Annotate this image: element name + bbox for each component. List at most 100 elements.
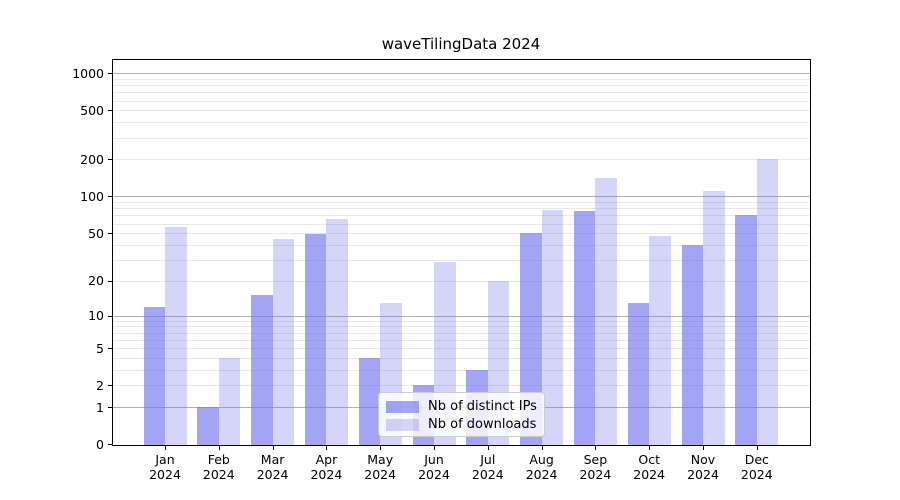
y-tick: [108, 315, 113, 317]
x-tick-label: Jul 2024: [471, 452, 504, 482]
y-tick-label: 50: [88, 225, 104, 241]
x-tick: [272, 445, 274, 450]
bar-distinct-ips-sep: [573, 210, 596, 445]
bar-downloads-feb: [218, 357, 241, 445]
bar-downloads-oct: [649, 236, 671, 445]
y-tick-label: 5: [96, 340, 104, 356]
bar-downloads-apr: [326, 219, 348, 445]
x-tick-label: Jun 2024: [418, 452, 450, 482]
x-tick: [380, 445, 382, 450]
gridline-major: [113, 73, 810, 75]
gridline-minor: [113, 326, 810, 328]
y-tick-label: 2: [96, 377, 104, 393]
y-tick: [108, 444, 113, 446]
gridline-minor: [113, 280, 810, 282]
gridline-minor: [113, 348, 810, 349]
bar-distinct-ips-feb: [197, 407, 219, 445]
x-tick: [541, 445, 543, 450]
x-tick-label: Oct 2024: [633, 452, 666, 482]
x-tick: [703, 445, 704, 450]
legend-item-downloads: Nb of downloads: [386, 416, 537, 433]
y-tick-label: 200: [80, 151, 104, 167]
x-tick-label: Mar 2024: [256, 452, 289, 482]
gridline-minor: [113, 137, 810, 139]
legend-swatch-distinct-ips: [386, 400, 419, 413]
gridline-minor: [113, 122, 810, 124]
y-tick: [108, 348, 113, 349]
bar-distinct-ips-dec: [735, 215, 757, 445]
gridline-minor: [113, 259, 810, 261]
y-tick-label: 100: [80, 188, 104, 204]
y-tick: [108, 407, 113, 409]
y-tick: [108, 385, 113, 387]
x-tick-label: Sep 2024: [579, 452, 612, 482]
bar-distinct-ips-mar: [251, 295, 273, 445]
gridline-minor: [113, 208, 810, 210]
x-tick: [218, 445, 220, 450]
y-tick-label: 10: [88, 308, 104, 323]
gridline-minor: [113, 85, 810, 87]
gridline-major: [113, 196, 810, 198]
bar-downloads-sep: [595, 178, 617, 445]
y-tick-label: 500: [80, 102, 104, 118]
legend: Nb of distinct IPs Nb of downloads: [378, 392, 545, 437]
x-tick: [649, 445, 651, 450]
y-tick: [108, 233, 113, 235]
y-tick-label: 1000: [72, 65, 104, 81]
bar-distinct-ips-apr: [304, 234, 327, 445]
bar-downloads-nov: [703, 191, 725, 445]
x-tick-label: Feb 2024: [202, 452, 235, 482]
bar-downloads-dec: [756, 159, 779, 445]
x-tick: [595, 445, 597, 450]
gridline-minor: [113, 320, 810, 322]
bar-downloads-mar: [272, 238, 295, 445]
gridline-minor: [113, 110, 810, 112]
gridline-minor: [113, 215, 810, 217]
bar-distinct-ips-oct: [627, 302, 650, 445]
bar-downloads-jan: [165, 227, 187, 445]
gridline-minor: [113, 369, 810, 371]
x-tick-label: May 2024: [364, 452, 397, 482]
gridline-major: [113, 315, 810, 317]
x-tick-label: Dec 2024: [740, 452, 773, 482]
bar-distinct-ips-nov: [681, 244, 703, 445]
x-tick-label: Apr 2024: [310, 452, 343, 482]
gridline-minor: [113, 244, 810, 246]
y-tick-label: 1: [96, 399, 104, 415]
y-tick: [108, 280, 113, 282]
gridline-minor: [113, 92, 810, 94]
x-tick-label: Nov 2024: [687, 452, 719, 482]
y-tick: [108, 73, 113, 75]
gridline-minor: [113, 100, 810, 102]
x-tick: [326, 445, 328, 450]
bar-downloads-aug: [541, 209, 564, 445]
legend-label-distinct-ips: Nb of distinct IPs: [428, 399, 537, 414]
gridline-minor: [113, 339, 810, 341]
bar-distinct-ips-jan: [143, 306, 165, 445]
legend-swatch-downloads: [386, 418, 419, 431]
gridline-minor: [113, 159, 810, 161]
gridline-minor: [113, 233, 810, 235]
y-tick-label: 0: [96, 436, 104, 452]
x-tick: [434, 445, 435, 450]
x-tick: [487, 445, 489, 450]
gridline-minor: [113, 332, 810, 334]
gridline-minor: [113, 202, 810, 203]
gridline-minor: [113, 385, 810, 387]
y-tick: [108, 196, 113, 198]
gridline-minor: [113, 357, 810, 359]
x-tick: [165, 445, 166, 450]
chart-title: waveTilingData 2024: [381, 35, 541, 53]
y-tick: [108, 159, 113, 161]
plot-area: Nb of distinct IPs Nb of downloads 0 1 2 5 1…: [72, 59, 811, 482]
bar-distinct-ips-may: [358, 357, 381, 445]
x-tick-label: Jan 2024: [149, 452, 181, 482]
gridline-minor: [113, 223, 810, 225]
x-tick: [756, 445, 758, 450]
y-tick-label: 20: [88, 273, 104, 289]
x-tick-label: Aug 2024: [525, 452, 558, 482]
legend-label-downloads: Nb of downloads: [428, 417, 537, 432]
y-tick: [108, 110, 113, 112]
legend-item-distinct-ips: Nb of distinct IPs: [386, 398, 537, 415]
